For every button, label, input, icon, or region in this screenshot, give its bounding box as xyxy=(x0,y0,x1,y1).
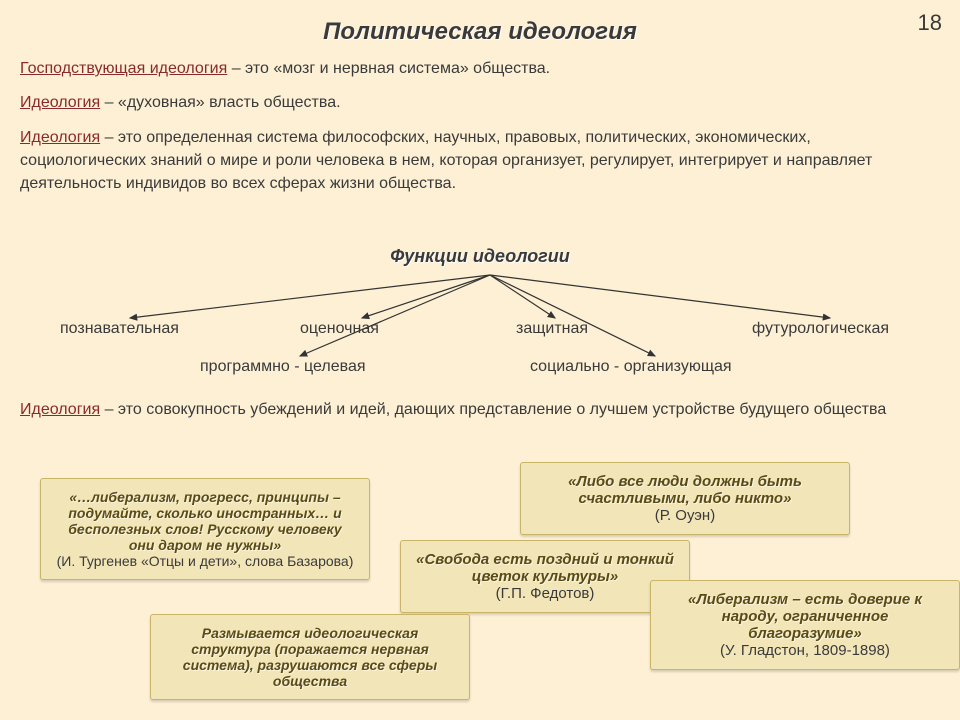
def-3: Идеология – это определенная система фил… xyxy=(20,126,940,196)
title-text: Политическая идеология xyxy=(323,18,637,45)
def-4: Идеология – это совокупность убеждений и… xyxy=(20,398,940,421)
def-4-rest: – это совокупность убеждений и идей, даю… xyxy=(100,401,886,418)
quote-turgenev: «…либерализм, прогресс, принципы – подум… xyxy=(40,478,370,580)
quote-fedotov-attr: (Г.П. Федотов) xyxy=(415,585,675,602)
slide-number: 18 xyxy=(918,10,942,36)
quote-structure: Размывается идеологическая структура (по… xyxy=(150,614,470,700)
def-3-term: Идеология xyxy=(20,129,100,146)
fn-top-1: оценочная xyxy=(300,320,379,338)
def-4-term: Идеология xyxy=(20,401,100,418)
def-2-rest: – «духовная» власть общества. xyxy=(100,94,340,111)
page-title: Политическая идеология xyxy=(0,18,960,46)
functions-heading: Функции идеологии xyxy=(0,246,960,267)
fn-bot-1: социально - организующая xyxy=(530,358,732,376)
quote-owen-text: «Либо все люди должны быть счастливыми, … xyxy=(535,473,835,507)
def-1-rest: – это «мозг и нервная система» общества. xyxy=(227,60,550,77)
quote-owen-attr: (Р. Оуэн) xyxy=(535,507,835,524)
fn-bot-0: программно - целевая xyxy=(200,358,366,376)
quote-gladstone-text: «Либерализм – есть доверие к народу, огр… xyxy=(665,591,945,642)
fn-top-0: познавательная xyxy=(60,320,179,338)
def-2: Идеология – «духовная» власть общества. xyxy=(20,92,940,114)
quote-gladstone-attr: (У. Гладстон, 1809-1898) xyxy=(665,642,945,659)
quote-gladstone: «Либерализм – есть доверие к народу, огр… xyxy=(650,580,960,670)
def-2-term: Идеология xyxy=(20,94,100,111)
def-1: Господствующая идеология – это «мозг и н… xyxy=(20,58,940,80)
fn-top-2: защитная xyxy=(516,320,588,338)
def-3-rest: – это определенная система философских, … xyxy=(20,129,872,192)
fn-top-3: футурологическая xyxy=(752,320,889,338)
quote-turgenev-attr: (И. Тургенев «Отцы и дети», слова Базаро… xyxy=(55,553,355,569)
quote-turgenev-text: «…либерализм, прогресс, принципы – подум… xyxy=(55,489,355,553)
quote-structure-text: Размывается идеологическая структура (по… xyxy=(165,625,455,689)
quote-owen: «Либо все люди должны быть счастливыми, … xyxy=(520,462,850,535)
def-1-term: Господствующая идеология xyxy=(20,60,227,77)
quote-fedotov: «Свобода есть поздний и тонкий цветок ку… xyxy=(400,540,690,613)
quote-fedotov-text: «Свобода есть поздний и тонкий цветок ку… xyxy=(415,551,675,585)
